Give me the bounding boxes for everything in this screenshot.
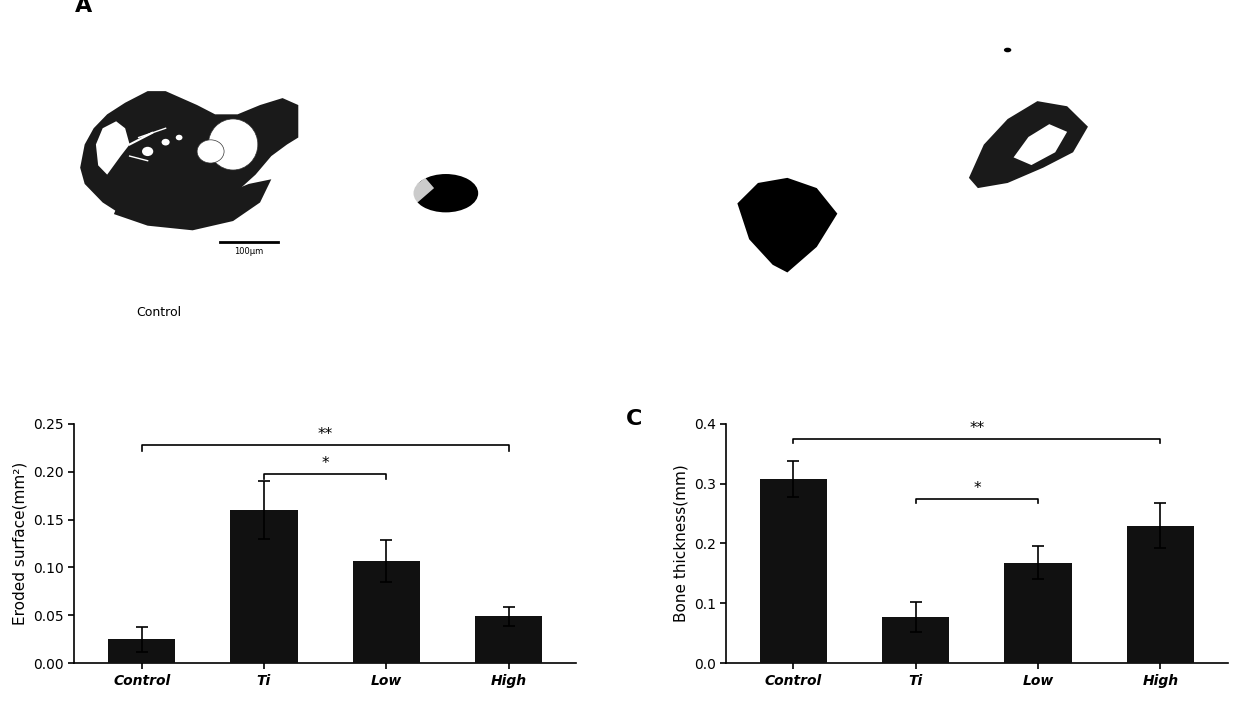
Bar xyxy=(760,479,827,663)
Bar xyxy=(475,616,542,663)
Bar xyxy=(352,561,420,663)
Bar xyxy=(1004,562,1071,663)
Text: *: * xyxy=(321,456,329,471)
Text: C: C xyxy=(626,410,642,429)
Y-axis label: Bone thickness(mm): Bone thickness(mm) xyxy=(673,464,688,622)
Bar xyxy=(108,640,175,663)
Bar xyxy=(231,510,298,663)
Text: *: * xyxy=(973,481,981,496)
Text: **: ** xyxy=(317,427,332,442)
Bar xyxy=(1127,526,1194,663)
Y-axis label: Eroded surface(mm²): Eroded surface(mm²) xyxy=(12,462,27,625)
Text: A: A xyxy=(74,0,92,17)
Bar xyxy=(882,617,950,663)
Text: Control: Control xyxy=(136,306,181,319)
Text: **: ** xyxy=(970,421,985,436)
